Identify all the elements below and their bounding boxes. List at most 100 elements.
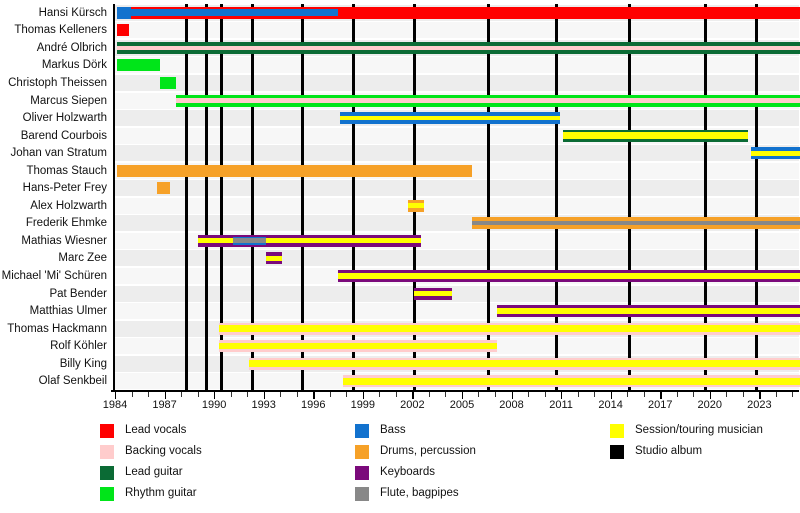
row-band xyxy=(115,145,799,162)
member-name-label: Johan van Stratum xyxy=(10,147,107,160)
x-tick-major xyxy=(164,392,166,399)
timeline-bar[interactable] xyxy=(159,76,177,89)
x-tick-major xyxy=(709,392,712,399)
x-tick-major xyxy=(263,392,265,399)
member-name-label: Michael 'Mi' Schüren xyxy=(1,269,107,282)
x-tick-label: 1993 xyxy=(251,399,276,411)
bar-segment-session xyxy=(265,255,283,262)
member-name-label: Billy King xyxy=(59,357,107,370)
x-tick-minor xyxy=(445,392,447,397)
timeline-bar[interactable] xyxy=(219,322,800,335)
studio-album-marker xyxy=(300,4,304,390)
timeline-bar[interactable] xyxy=(117,41,800,54)
timeline-bar[interactable] xyxy=(407,199,425,212)
bar-segment-flute xyxy=(472,221,800,226)
member-name-label: Thomas Stauch xyxy=(26,164,107,177)
row-band xyxy=(115,22,799,39)
x-tick-minor xyxy=(792,392,794,397)
timeline-bar[interactable] xyxy=(343,375,800,388)
member-name-label: Barend Courbois xyxy=(20,129,107,142)
timeline-bar[interactable] xyxy=(219,340,497,353)
member-name-label: Christoph Theissen xyxy=(8,76,107,89)
bar-segment-session xyxy=(343,377,800,385)
studio-album-marker xyxy=(754,4,758,390)
x-tick-label: 2002 xyxy=(400,399,425,411)
timeline-bar[interactable] xyxy=(156,182,170,195)
x-tick-major xyxy=(759,392,761,399)
x-tick-minor xyxy=(676,392,678,397)
x-tick-label: 2014 xyxy=(598,399,623,411)
member-name-label: Frederik Ehmke xyxy=(25,217,107,230)
bar-segment-flute xyxy=(232,238,266,244)
row-band xyxy=(115,74,799,91)
legend-label: Drums, percussion xyxy=(380,445,476,457)
x-tick-major xyxy=(412,392,414,399)
x-tick-minor xyxy=(478,392,480,397)
timeline-bar[interactable] xyxy=(117,6,132,19)
legend-label: Rhythm guitar xyxy=(125,487,197,499)
timeline-bar[interactable] xyxy=(563,129,749,142)
timeline-bar[interactable] xyxy=(340,112,560,125)
x-tick-minor xyxy=(577,392,579,397)
x-tick-minor xyxy=(594,392,596,397)
row-band xyxy=(115,250,799,267)
bar-segment-session xyxy=(340,115,560,121)
bar-segment-session xyxy=(249,360,800,368)
legend-swatch-icon xyxy=(610,445,624,459)
timeline-bar[interactable] xyxy=(265,252,283,265)
x-tick-minor xyxy=(528,392,530,397)
studio-album-marker xyxy=(627,4,631,390)
legend-label: Bass xyxy=(380,424,406,436)
studio-album-marker xyxy=(412,4,416,390)
timeline-bar[interactable] xyxy=(249,357,800,370)
member-name-label: Marcus Siepen xyxy=(30,94,107,107)
timeline-bar[interactable] xyxy=(751,147,800,160)
studio-album-marker xyxy=(204,4,208,390)
member-name-label: Mathias Wiesner xyxy=(21,234,107,247)
x-tick-label: 2020 xyxy=(697,399,723,411)
x-tick-minor xyxy=(181,392,183,397)
x-tick-label: 1999 xyxy=(350,399,376,411)
x-tick-minor xyxy=(395,392,397,397)
member-label-column: Hansi Kürsch Thomas Kelleners André Olbric… xyxy=(0,0,113,390)
timeline-bar[interactable] xyxy=(232,235,266,247)
row-band xyxy=(115,57,799,74)
bar-segment-session xyxy=(563,132,749,139)
timeline-bar[interactable] xyxy=(176,94,800,107)
x-tick-minor xyxy=(230,392,232,397)
x-tick-minor xyxy=(247,392,249,397)
member-name-label: Pat Bender xyxy=(49,287,107,300)
x-tick-major xyxy=(115,392,117,399)
studio-album-marker xyxy=(487,4,491,390)
x-tick-minor xyxy=(495,392,496,397)
bar-segment-bass xyxy=(124,9,339,17)
member-name-label: Oliver Holzwarth xyxy=(22,112,107,125)
x-tick-minor xyxy=(296,392,298,397)
timeline-bar[interactable] xyxy=(197,234,421,247)
timeline-bar[interactable] xyxy=(497,305,800,318)
x-tick-major xyxy=(610,392,612,399)
member-name-label: Thomas Kelleners xyxy=(14,24,107,37)
x-tick-label: 2005 xyxy=(449,399,475,411)
member-name-label: Alex Holzwarth xyxy=(30,199,107,212)
timeline-bar[interactable] xyxy=(117,59,160,72)
bar-segment-rhythm_guitar xyxy=(117,59,160,72)
timeline-bar[interactable] xyxy=(124,7,339,19)
timeline-bar[interactable] xyxy=(117,24,129,37)
legend-label: Studio album xyxy=(635,445,703,457)
x-tick-minor xyxy=(544,392,546,397)
x-tick-label: 2023 xyxy=(747,399,772,411)
bar-segment-backing_vocals xyxy=(176,98,800,103)
timeline-bar[interactable] xyxy=(414,287,453,300)
member-name-label: Marc Zee xyxy=(58,252,107,265)
timeline-bar[interactable] xyxy=(472,217,800,230)
x-tick-major xyxy=(362,392,365,399)
member-name-label: Markus Dörk xyxy=(41,59,107,72)
bar-segment-session xyxy=(219,342,497,350)
x-tick-major xyxy=(561,392,563,399)
timeline-bar[interactable] xyxy=(338,269,800,282)
timeline-bar[interactable] xyxy=(117,164,473,177)
member-name-label: Matthias Ulmer xyxy=(29,305,107,318)
x-tick-minor xyxy=(148,392,150,397)
